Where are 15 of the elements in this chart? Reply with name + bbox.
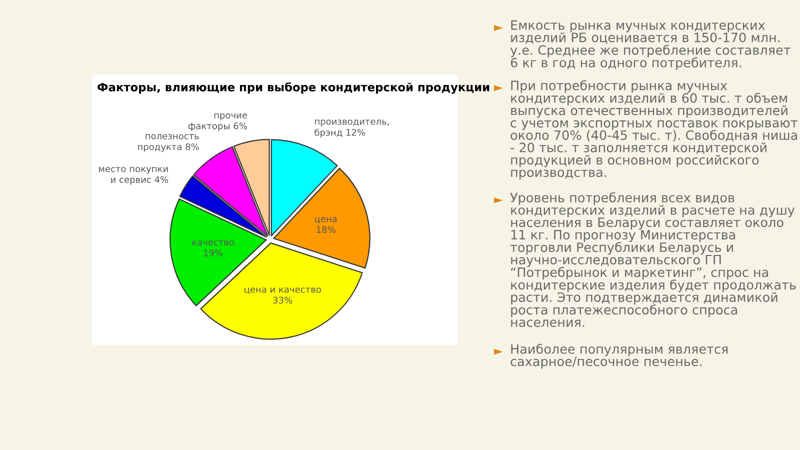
text: При потребности рынка мучных кондитерских изделий в 60 тыс. т объем выпуска отечественных производителей с учетом экспортных поставок покрывают около 70% (40-45 тыс. т). Свободная ниша - 20 тыс. т заполняется кондитерской продукцией в основном российского производства. (510, 80, 798, 180)
slice-label: цена и качество (244, 288, 321, 294)
slice-label: полезность продукта 8% (138, 134, 199, 152)
text: Емкость рынка мучных кондитерских изделий РБ оценивается в 150-170 млн. у.е. Среднее же потребление составляет 6 кг в год на одного потребителя. (510, 20, 790, 70)
text: Уровень потребления всех видов кондитерских изделий в расчете на душу населения в Беларуси составляет около 11 кг. По прогнозу Министерства торговли Республики Беларусь и научно-исследовательского ГП “Потребрынок и маркетинг”, спрос на кондитерские изделия будет продолжать расти. Это подтверждается динамикой роста платежеспособного спроса населения. (510, 192, 796, 327)
slice-label: место покупки и сервис 4% (98, 167, 168, 185)
data-label: 19% (204, 250, 223, 256)
chart-title: Факторы, влияющие при выборе кондитерской продукции (98, 82, 490, 94)
text: Наиболее популярным является сахарное/песочное печенье. (510, 344, 728, 369)
slice-label: производитель, брэнд 12% (314, 120, 389, 138)
data-label: 33% (273, 296, 292, 304)
slice-label: качество (192, 240, 234, 246)
data-label: 18% (316, 226, 336, 233)
slice-label: цена (315, 217, 337, 224)
slice-label: прочие факторы 6% (188, 113, 248, 132)
